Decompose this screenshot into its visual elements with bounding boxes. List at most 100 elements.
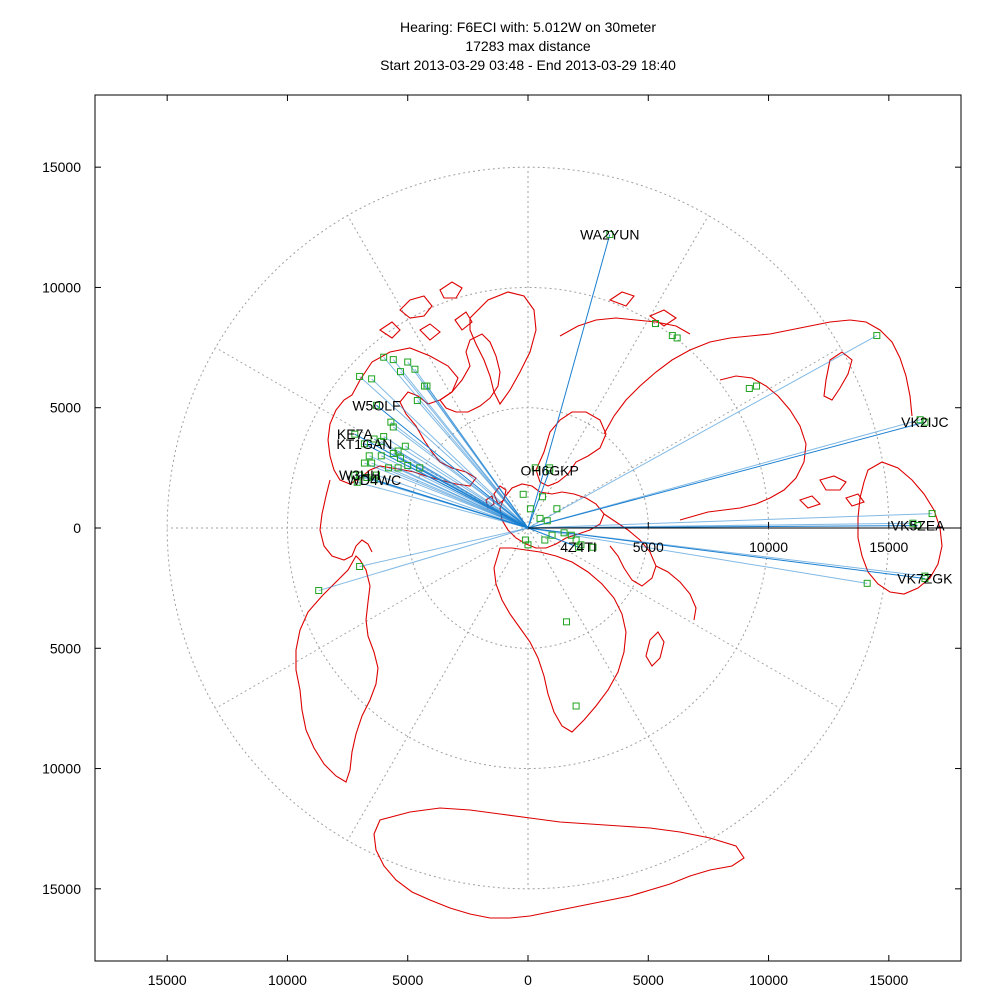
- coastline-layer: [295, 281, 943, 919]
- inner-axis: 5000 10000 15000: [528, 522, 961, 555]
- path-line: [397, 450, 529, 529]
- station-label-wa2yun: WA2YUN: [580, 227, 639, 243]
- grid-spoke: [347, 215, 529, 529]
- spot-marker-kt1gan: [360, 440, 368, 448]
- path-line: [371, 378, 529, 529]
- station-label-vk5zea: VK5ZEA: [891, 518, 945, 534]
- coastline-arabia-india: [603, 513, 697, 621]
- spot-marker: [548, 531, 556, 539]
- path-4z4ti: [527, 527, 579, 548]
- spot-marker: [356, 562, 364, 570]
- station-label-oh6gkp: OH6GKP: [520, 462, 578, 478]
- spot-marker: [368, 459, 376, 467]
- coastline-africa: [493, 547, 627, 733]
- spot-marker: [377, 452, 385, 460]
- spot-marker: [380, 353, 388, 361]
- path-line: [527, 419, 921, 529]
- y-tick-label: 10000: [42, 279, 81, 295]
- spot-marker: [360, 459, 368, 467]
- spot-marker: [397, 454, 405, 462]
- x-tick-label: 10000: [268, 972, 307, 988]
- spot-marker: [909, 519, 917, 527]
- spot-marker: [380, 433, 388, 441]
- spot-marker: [413, 397, 421, 405]
- y-axis-ticks: 15000 10000 5000 0 5000 10000 15000: [42, 159, 961, 897]
- station-label-wd4wc: WD4WC: [347, 472, 401, 488]
- inner-axis-label: 15000: [869, 539, 908, 555]
- path-line: [357, 481, 529, 529]
- spot-marker: [567, 531, 575, 539]
- spot-marker: [531, 464, 539, 472]
- spot-marker: [589, 543, 597, 551]
- grid-spoke: [215, 527, 529, 709]
- station-label-w5olf: W5OLF: [352, 397, 400, 413]
- coastline-east-asia: [679, 375, 807, 521]
- spot-marker: [389, 356, 397, 364]
- path-line: [424, 385, 529, 529]
- path-line: [419, 467, 529, 529]
- x-tick-label: 10000: [749, 972, 788, 988]
- path-w5olf: [376, 404, 529, 529]
- spot-marker-4z4ti: [575, 543, 583, 551]
- path-line: [400, 371, 529, 529]
- spot-marker: [353, 478, 361, 486]
- x-axis-ticks: 15000 10000 5000 0 5000 10000 15000: [148, 95, 909, 988]
- path-line: [359, 527, 529, 567]
- spot-marker: [411, 365, 419, 373]
- grid-spoke: [527, 347, 841, 529]
- chart-title-line-2: 17283 max distance: [465, 38, 591, 54]
- x-tick-label: 15000: [869, 972, 908, 988]
- coastline-japan: [823, 351, 853, 401]
- spot-marker: [928, 510, 936, 518]
- coastline-madagascar: [645, 631, 665, 667]
- chart-title-line-1: Hearing: F6ECI with: 5.012W on 30meter: [400, 19, 656, 35]
- station-label-kt1gan: KT1GAN: [336, 436, 392, 452]
- spot-marker: [522, 536, 530, 544]
- station-label-vk7zgk: VK7ZGK: [897, 571, 953, 587]
- spot-marker: [519, 490, 527, 498]
- inner-axis-label: 10000: [749, 539, 788, 555]
- path-line: [383, 436, 529, 529]
- spot-marker: [668, 332, 676, 340]
- spot-marker: [543, 517, 551, 525]
- spot-marker: [673, 334, 681, 342]
- station-label-4z4ti: 4Z4TI: [560, 539, 597, 555]
- spot-marker-w5olf: [372, 401, 380, 409]
- path-line: [366, 477, 529, 529]
- spot-marker: [873, 332, 881, 340]
- spot-marker: [394, 464, 402, 472]
- spot-marker: [370, 435, 378, 443]
- path-line: [318, 527, 529, 592]
- path-line: [416, 400, 529, 529]
- path-line: [527, 522, 913, 529]
- coastline-northern-asia: [603, 319, 913, 435]
- spot-marker: [394, 447, 402, 455]
- spot-marker-vk5zea: [914, 522, 922, 530]
- plot-area: 5000 10000 15000 WA2YUNVK2IJCVK5ZEAVK7ZGKW…: [166, 166, 961, 919]
- y-tick-label: 15000: [42, 159, 81, 175]
- spot-marker: [421, 382, 429, 390]
- spot-marker: [384, 464, 392, 472]
- spot-marker-vk7zgk: [921, 575, 929, 583]
- spot-marker: [389, 449, 397, 457]
- spot-marker: [541, 536, 549, 544]
- coastline-indonesia: [798, 475, 865, 509]
- spot-marker-wd4wc: [370, 476, 378, 484]
- grid-spoke: [347, 527, 529, 841]
- coastline-south-america: [295, 555, 379, 783]
- spot-marker: [372, 471, 380, 479]
- path-line: [405, 445, 529, 529]
- path-line: [527, 513, 933, 529]
- y-tick-label: 10000: [42, 761, 81, 777]
- spot-marker: [389, 423, 397, 431]
- grid-spoke: [527, 527, 841, 709]
- spot-marker: [404, 358, 412, 366]
- coastline-scandinavia: [535, 411, 607, 487]
- spot-marker: [387, 418, 395, 426]
- spot-marker: [572, 702, 580, 710]
- y-tick-label: 0: [73, 520, 81, 536]
- y-tick-label: 5000: [50, 640, 81, 656]
- spot-marker: [356, 372, 364, 380]
- x-tick-label: 5000: [392, 972, 423, 988]
